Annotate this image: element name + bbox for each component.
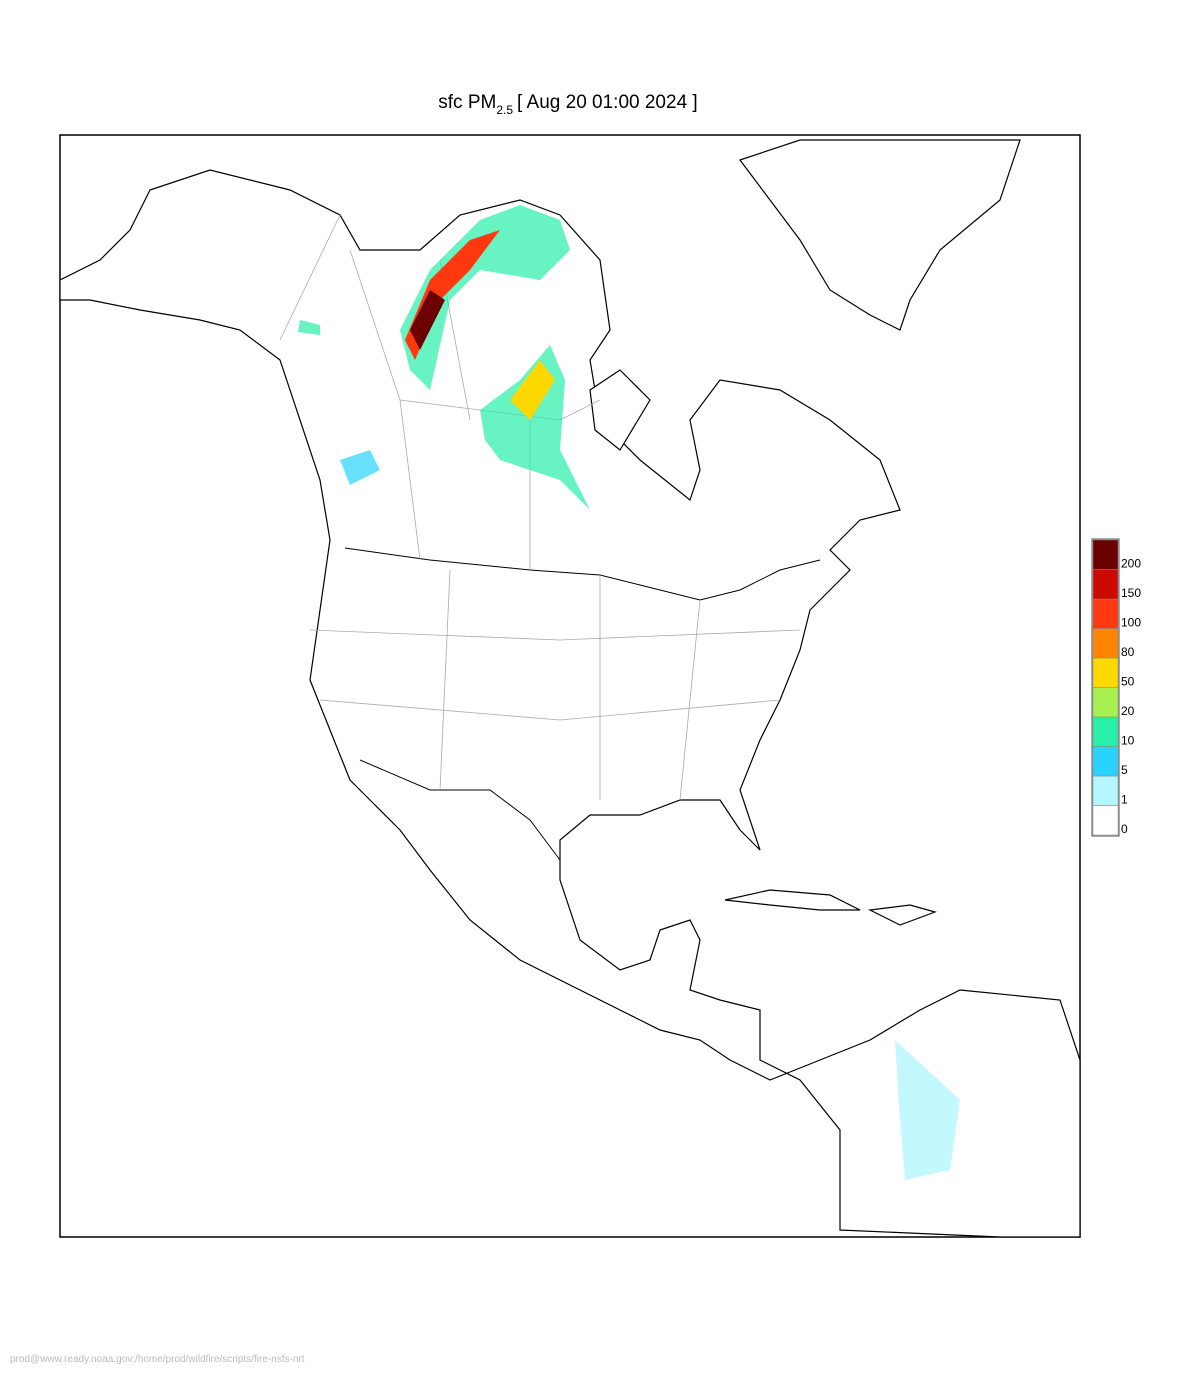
legend: 0 1 5 10 20 50 80 100 150 200: [1091, 538, 1141, 837]
legend-label: 200: [1121, 557, 1141, 571]
legend-label: 10: [1121, 734, 1135, 748]
legend-label: 150: [1121, 586, 1141, 600]
legend-label: 80: [1121, 645, 1135, 659]
hudson-bay-islands: [589, 369, 651, 451]
greenland: [739, 139, 1021, 331]
us-mexico-border: [359, 759, 561, 861]
legend-swatch: [1092, 598, 1119, 629]
north-america: [59, 169, 1081, 1238]
legend-label: 100: [1121, 616, 1141, 630]
smoke-plumes: [298, 205, 960, 1180]
footer: prod@www.ready.noaa.gov:/home/prod/wildf…: [10, 1354, 305, 1365]
legend-swatch: [1092, 539, 1119, 570]
legend-swatch: [1092, 687, 1119, 718]
legend-swatch: [1092, 775, 1119, 806]
legend-label: 0: [1121, 822, 1128, 836]
legend-label: 20: [1121, 704, 1135, 718]
cuba: [724, 889, 861, 911]
legend-swatch: [1092, 716, 1119, 747]
legend-swatch: [1092, 746, 1119, 777]
us-canada-border: [344, 547, 821, 601]
hispaniola: [867, 904, 937, 926]
legend-swatch: [1092, 657, 1119, 688]
map: [59, 134, 1081, 1238]
legend-swatch: [1092, 805, 1119, 836]
legend-label: 5: [1121, 763, 1128, 777]
title: sfc PM2.5 [ Aug 20 01:00 2024 ]: [438, 92, 697, 117]
title-subscript: 2.5: [496, 103, 513, 117]
title-main: sfc PM: [438, 92, 496, 113]
legend-swatch: [1092, 628, 1119, 659]
legend-label: 1: [1121, 793, 1128, 807]
title-rest: [ Aug 20 01:00 2024 ]: [517, 92, 698, 113]
legend-swatch: [1092, 569, 1119, 600]
legend-label: 50: [1121, 675, 1135, 689]
